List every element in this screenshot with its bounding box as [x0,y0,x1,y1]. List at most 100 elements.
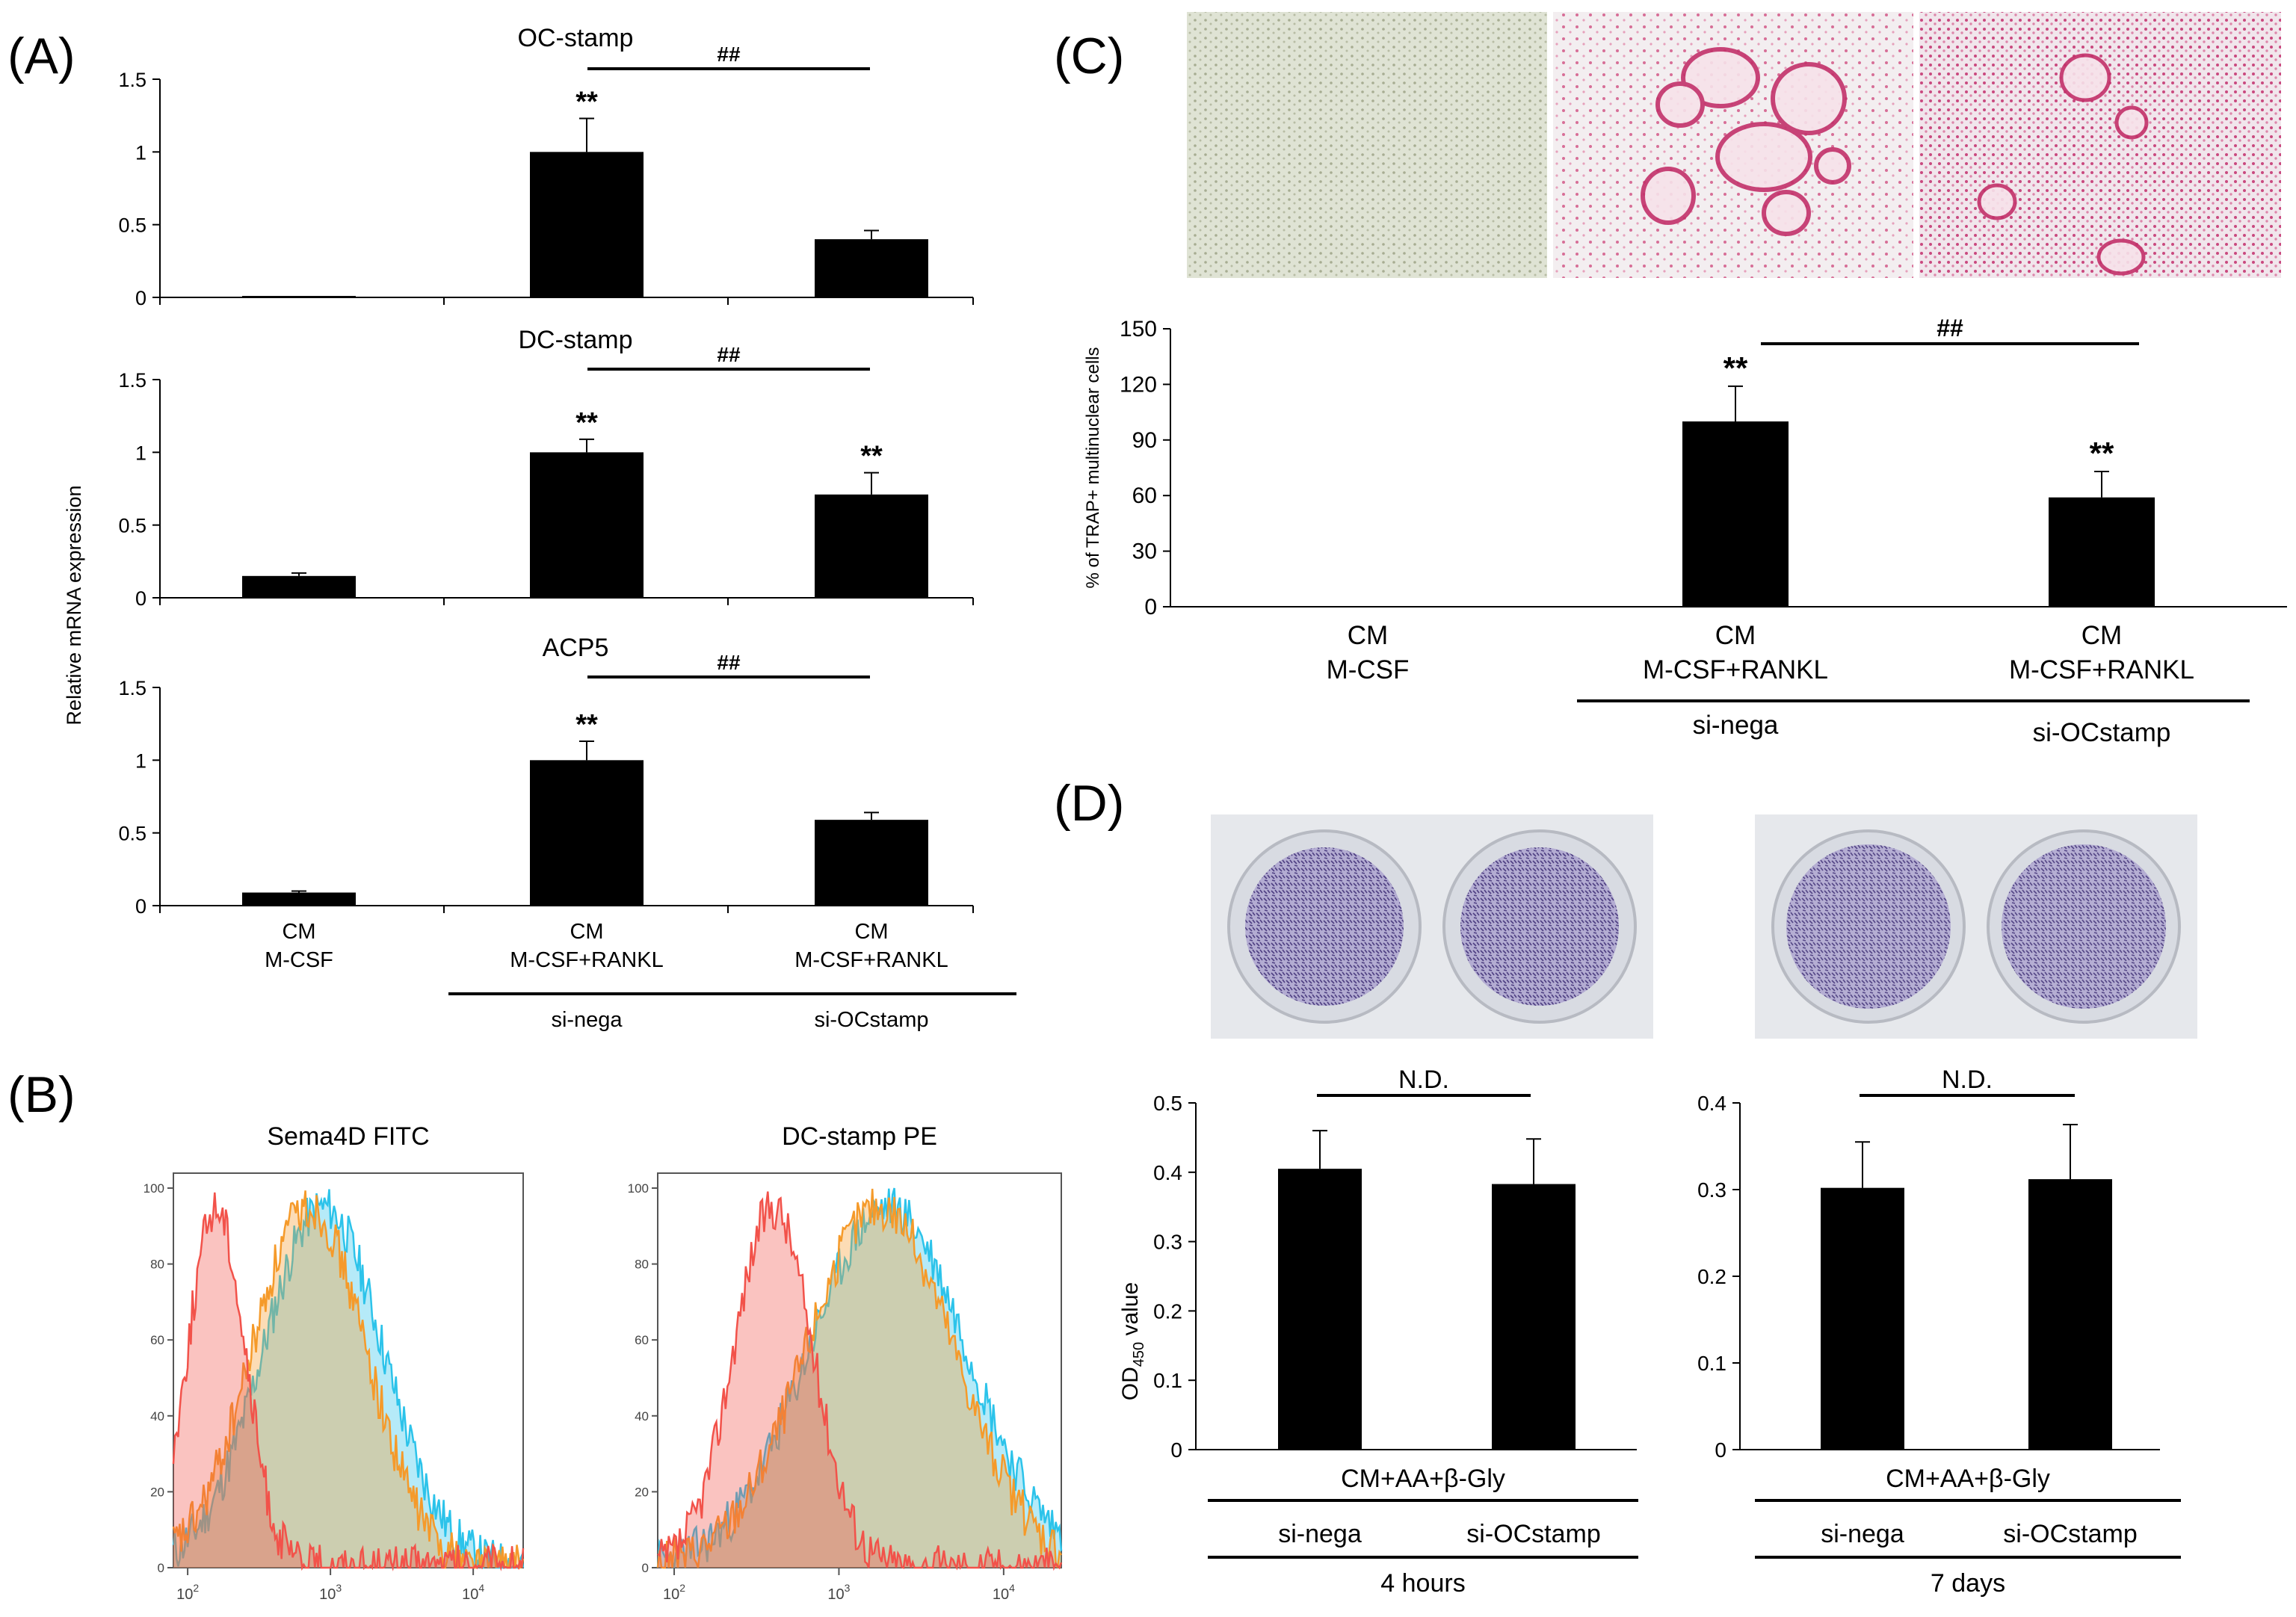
x-label-line1: CM [854,920,888,944]
chart-acp5: 0 0.5 1 1.5 ACP5 ** ## [118,634,974,918]
y-tick-label: 0 [158,1561,164,1575]
x-label-line1: CM [570,920,603,944]
y-tick-label: 1 [135,442,146,464]
y-tick-label: 1.5 [118,369,146,392]
osteoclast-cells-2 [1977,53,2149,276]
plot-frame [657,1172,1062,1568]
y-tick-label: 20 [150,1485,164,1499]
significance-stars: ** [1723,350,1748,386]
y-tick-label: 0.2 [1697,1265,1726,1288]
x-label-line1: CM [2081,621,2122,650]
x-label-line1: CM [1348,621,1388,650]
bar [530,452,644,598]
x-label-line2: M-CSF+RANKL [2009,655,2194,684]
y-tick-label: 0 [1170,1438,1182,1462]
x-label-line1: CM [282,920,315,944]
y-tick-label: 1.5 [118,69,146,91]
bar [2028,1179,2112,1450]
histogram-fill-red [173,1192,523,1568]
y-tick-label: 0.5 [118,823,146,845]
bar [242,575,356,598]
significance-stars: ** [575,407,598,439]
y-tick-label: 0 [642,1561,649,1575]
bracket-label: N.D. [1942,1066,1993,1094]
x-label-line2: M-CSF [1327,655,1410,684]
osteoclast-cells [1641,47,1851,236]
x-label: si-nega [1278,1520,1362,1548]
histogram-fill-orange [173,1190,523,1568]
y-tick-label: 40 [635,1409,649,1423]
y-tick-label: 60 [150,1333,164,1347]
significance-stars: ** [2090,436,2114,471]
x-tick-exponent: 2 [193,1582,199,1594]
histogram-fill-cyan [658,1188,1061,1568]
y-tick-label: 150 [1120,317,1157,341]
y-tick-label: 0 [135,895,146,918]
bar [1278,1169,1362,1450]
chart-subtitle: 4 hours [1380,1569,1465,1598]
x-tick-exponent: 2 [679,1582,685,1594]
y-tick-label: 20 [635,1485,649,1499]
x-label-line2: M-CSF+RANKL [510,948,663,972]
flow-title: Sema4D FITC [267,1122,429,1151]
chart-dc-stamp: 0 0.5 1 1.5 DC-stamp ** ** ## [118,326,974,610]
flow-title: DC-stamp PE [782,1122,937,1151]
y-tick-label: 1 [135,749,146,772]
y-tick-label: 0.2 [1153,1299,1182,1323]
y-tick-label: 100 [628,1181,649,1196]
chart-title: DC-stamp [518,326,632,354]
y-tick-label: 0.5 [118,515,146,537]
bar [815,494,928,598]
x-tick-base: 10 [827,1586,844,1603]
x-tick-label: 102 [176,1582,199,1603]
chart-title: ACP5 [543,634,609,662]
bar [242,296,356,297]
group-label-si-nega: si-nega [1693,711,1779,740]
group-label-si-ocstamp: si-OCstamp [2033,718,2171,747]
panel-d: OD450 value 0 0.1 0.2 0.3 0.4 0.5 N.D. CM+AA+β-… [1118,814,2197,1598]
x-tick-label: 104 [993,1582,1015,1603]
panel-a-ylabel: Relative mRNA expression [63,485,85,725]
y-tick-label: 0.1 [1153,1369,1182,1392]
x-tick-base: 10 [663,1586,679,1603]
x-label-line2: M-CSF+RANKL [794,948,948,972]
x-tick-label: 103 [827,1582,850,1603]
y-tick-label: 0 [135,287,146,309]
micrograph-cm-mcsf [1187,12,1547,278]
bar [815,239,928,297]
chart-od-7d: 0 0.1 0.2 0.3 0.4 N.D. CM+AA+β-Gly si-nega si-OC… [1697,1066,2181,1598]
chart-subtitle: 7 days [1931,1569,2005,1598]
bar [530,760,644,906]
x-label-line2: M-CSF+RANKL [1643,655,1828,684]
panel-d-ylabel: OD450 value [1118,1282,1147,1400]
x-label-line1: CM [1715,621,1756,650]
y-tick-label: 80 [150,1258,164,1272]
chart-oc-stamp: 0 0.5 1 1.5 OC-stamp ** ## [118,24,974,309]
bar [1821,1187,1904,1450]
histogram-line-orange [656,1188,1063,1569]
x-tick-base: 10 [319,1586,336,1603]
histogram-fill-red [658,1191,1061,1568]
x-tick-label: 104 [462,1582,484,1603]
y-tick-label: 60 [1132,483,1157,508]
x-label: si-OCstamp [1466,1520,1600,1548]
y-tick-label: 100 [144,1181,164,1196]
panel-a-xlabels: CM M-CSF CM M-CSF+RANKL CM M-CSF+RANKL si-nega… [265,920,1016,1032]
y-tick-label: 0.4 [1153,1161,1182,1184]
bar [1492,1184,1576,1450]
chart-od-4h: 0 0.1 0.2 0.3 0.4 0.5 N.D. CM+AA+β-Gly si-nega si… [1153,1066,1638,1598]
well-7d-si-nega-stain [1786,844,1951,1009]
histogram-line-red [657,1191,1063,1571]
well-4h-si-nega-stain [1245,847,1404,1006]
x-tick-base: 10 [176,1586,193,1603]
y-tick-label: 0 [1715,1438,1726,1462]
y-tick-label: 0.3 [1153,1231,1182,1254]
x-tick-label: 103 [319,1582,342,1603]
panel-label-a: (A) [7,28,75,84]
bracket-label: ## [717,43,741,66]
ylabel-od: OD [1118,1367,1143,1400]
treatment-label: CM+AA+β-Gly [1886,1465,2050,1493]
y-tick-label: 120 [1120,372,1157,397]
